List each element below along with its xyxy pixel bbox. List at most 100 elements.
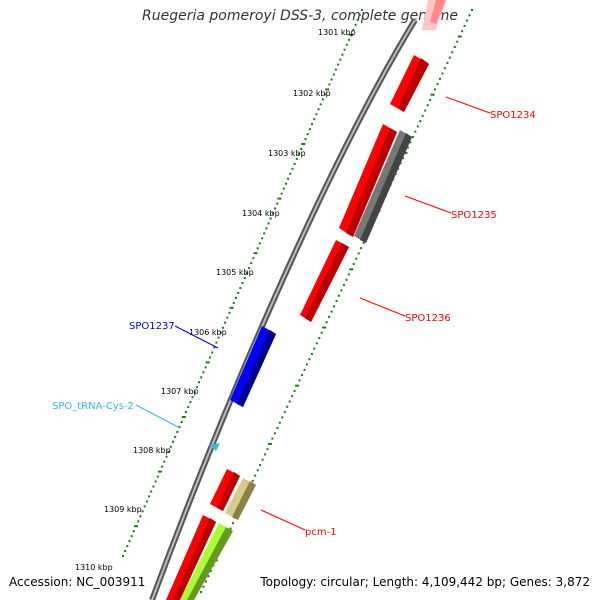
outer-scale-dot — [293, 389, 296, 392]
inner-scale-dot — [358, 14, 361, 16]
inner-scale-dot — [317, 108, 320, 111]
inner-scale-dot — [256, 247, 259, 250]
tick-label-1306: 1306 kbp — [189, 328, 227, 337]
inner-scale-dot — [339, 58, 342, 61]
outer-scale-dot — [355, 257, 358, 260]
inner-scale-dot — [128, 540, 131, 543]
inner-scale-dot — [337, 63, 340, 66]
gene-label-spo1236[interactable]: SPO1236 — [405, 313, 451, 324]
inner-scale-dot — [253, 252, 258, 255]
inner-scale-dot — [178, 425, 181, 428]
inner-scale-dot — [167, 450, 170, 453]
inner-scale-dot — [361, 9, 363, 11]
outer-scale-dot — [426, 104, 429, 107]
outer-scale-dot — [229, 527, 232, 530]
inner-scale-dot — [187, 406, 190, 409]
gene-label-spo1237[interactable]: SPO1237 — [129, 321, 175, 332]
outer-scale-dot — [322, 326, 327, 329]
inner-scale-dot — [356, 18, 359, 21]
gene-downstream-lime[interactable] — [180, 523, 233, 600]
gene-spo1234[interactable] — [390, 55, 429, 112]
outer-scale-dot — [409, 141, 412, 144]
inner-scale-dot — [202, 371, 205, 374]
outer-scale-dot — [463, 24, 466, 27]
outer-scale-dot — [288, 400, 291, 403]
outer-scale-dot — [273, 432, 276, 435]
gene-pcm-1-khaki[interactable] — [225, 478, 256, 520]
outer-scale-dot — [256, 469, 259, 472]
gene-spo1235-red[interactable] — [339, 124, 397, 237]
inner-scale-dot — [324, 93, 327, 96]
outer-scale-dot — [402, 157, 404, 160]
outer-scale-dot — [251, 479, 254, 482]
inner-scale-dot — [341, 53, 344, 56]
label-line-trna — [135, 404, 181, 429]
outer-scale-dot — [436, 83, 439, 86]
outer-scale-dot — [209, 569, 212, 572]
gene-label-spo1235[interactable]: SPO1235 — [451, 210, 497, 221]
inner-scale-dot — [328, 83, 331, 86]
outer-scale-dot — [318, 337, 321, 339]
inner-scale-dot — [291, 167, 294, 170]
outer-scale-dot — [338, 294, 340, 297]
outer-scale-dot — [320, 331, 323, 334]
tick-label-1302: 1302 kbp — [293, 89, 331, 98]
accession-text: Accession: NC_003911 — [9, 575, 146, 589]
inner-scale-dot — [226, 316, 229, 319]
inner-scale-dot — [241, 282, 244, 284]
outer-scale-dot — [232, 522, 234, 525]
inner-scale-dot — [205, 361, 210, 364]
gene-spo1236[interactable] — [300, 240, 349, 322]
inner-scale-dot — [195, 386, 198, 389]
gene-label-spo1234[interactable]: SPO1234 — [490, 110, 536, 121]
gene-spo-trna-cys-2[interactable] — [209, 443, 220, 451]
outer-scale-dot — [466, 19, 469, 22]
genome-backbone — [149, 18, 418, 600]
inner-scale-dot — [352, 28, 355, 31]
scale-dots — [122, 9, 473, 593]
inner-scale-dot — [306, 133, 309, 136]
inner-scale-dot — [229, 306, 234, 309]
gene-pcm-1-red[interactable] — [210, 469, 240, 511]
inner-scale-dot — [245, 272, 248, 275]
outer-scale-dot — [461, 30, 464, 33]
inner-scale-dot — [154, 480, 157, 483]
inner-scale-dot — [198, 381, 200, 384]
inner-scale-dot — [267, 222, 270, 225]
outer-scale-dot — [291, 395, 294, 398]
outer-scale-dot — [399, 162, 402, 165]
gene-label-spo-trna-cys-2[interactable]: SPO_tRNA-Cys-2 — [52, 401, 134, 412]
inner-scale-dot — [315, 113, 318, 116]
outer-scale-dot — [271, 437, 274, 440]
outer-scale-dot — [362, 241, 365, 244]
outer-scale-dot — [448, 56, 451, 59]
outer-scale-dot — [207, 575, 210, 578]
inner-scale-dot — [181, 416, 186, 418]
outer-scale-dot — [268, 442, 272, 445]
inner-scale-dot — [193, 391, 196, 394]
inner-scale-dot — [143, 505, 146, 508]
inner-scale-dot — [319, 103, 322, 106]
inner-scale-dot — [200, 376, 203, 379]
gene-spo1237[interactable] — [230, 326, 276, 407]
inner-scale-dot — [232, 301, 235, 304]
inner-scale-dot — [250, 262, 253, 265]
inner-scale-dot — [152, 485, 155, 488]
tick-label-1308: 1308 kbp — [133, 446, 171, 455]
gene-label-pcm-1[interactable]: pcm-1 — [305, 527, 337, 538]
inner-scale-dot — [276, 202, 279, 205]
inner-scale-dot — [289, 172, 292, 175]
outer-scale-dot — [457, 35, 462, 38]
gene-spo1235-grey[interactable] — [354, 130, 412, 243]
outer-scale-dot — [328, 315, 331, 318]
inner-scale-dot — [130, 535, 133, 538]
inner-scale-dot — [213, 346, 216, 349]
inner-scale-dot — [298, 152, 300, 155]
inner-scale-dot — [243, 277, 246, 279]
inner-scale-dot — [185, 411, 187, 414]
inner-scale-dot — [334, 68, 337, 71]
gene-spo1233[interactable] — [422, 0, 446, 30]
gene-downstream-red[interactable] — [166, 515, 216, 600]
inner-scale-dot — [311, 123, 313, 126]
